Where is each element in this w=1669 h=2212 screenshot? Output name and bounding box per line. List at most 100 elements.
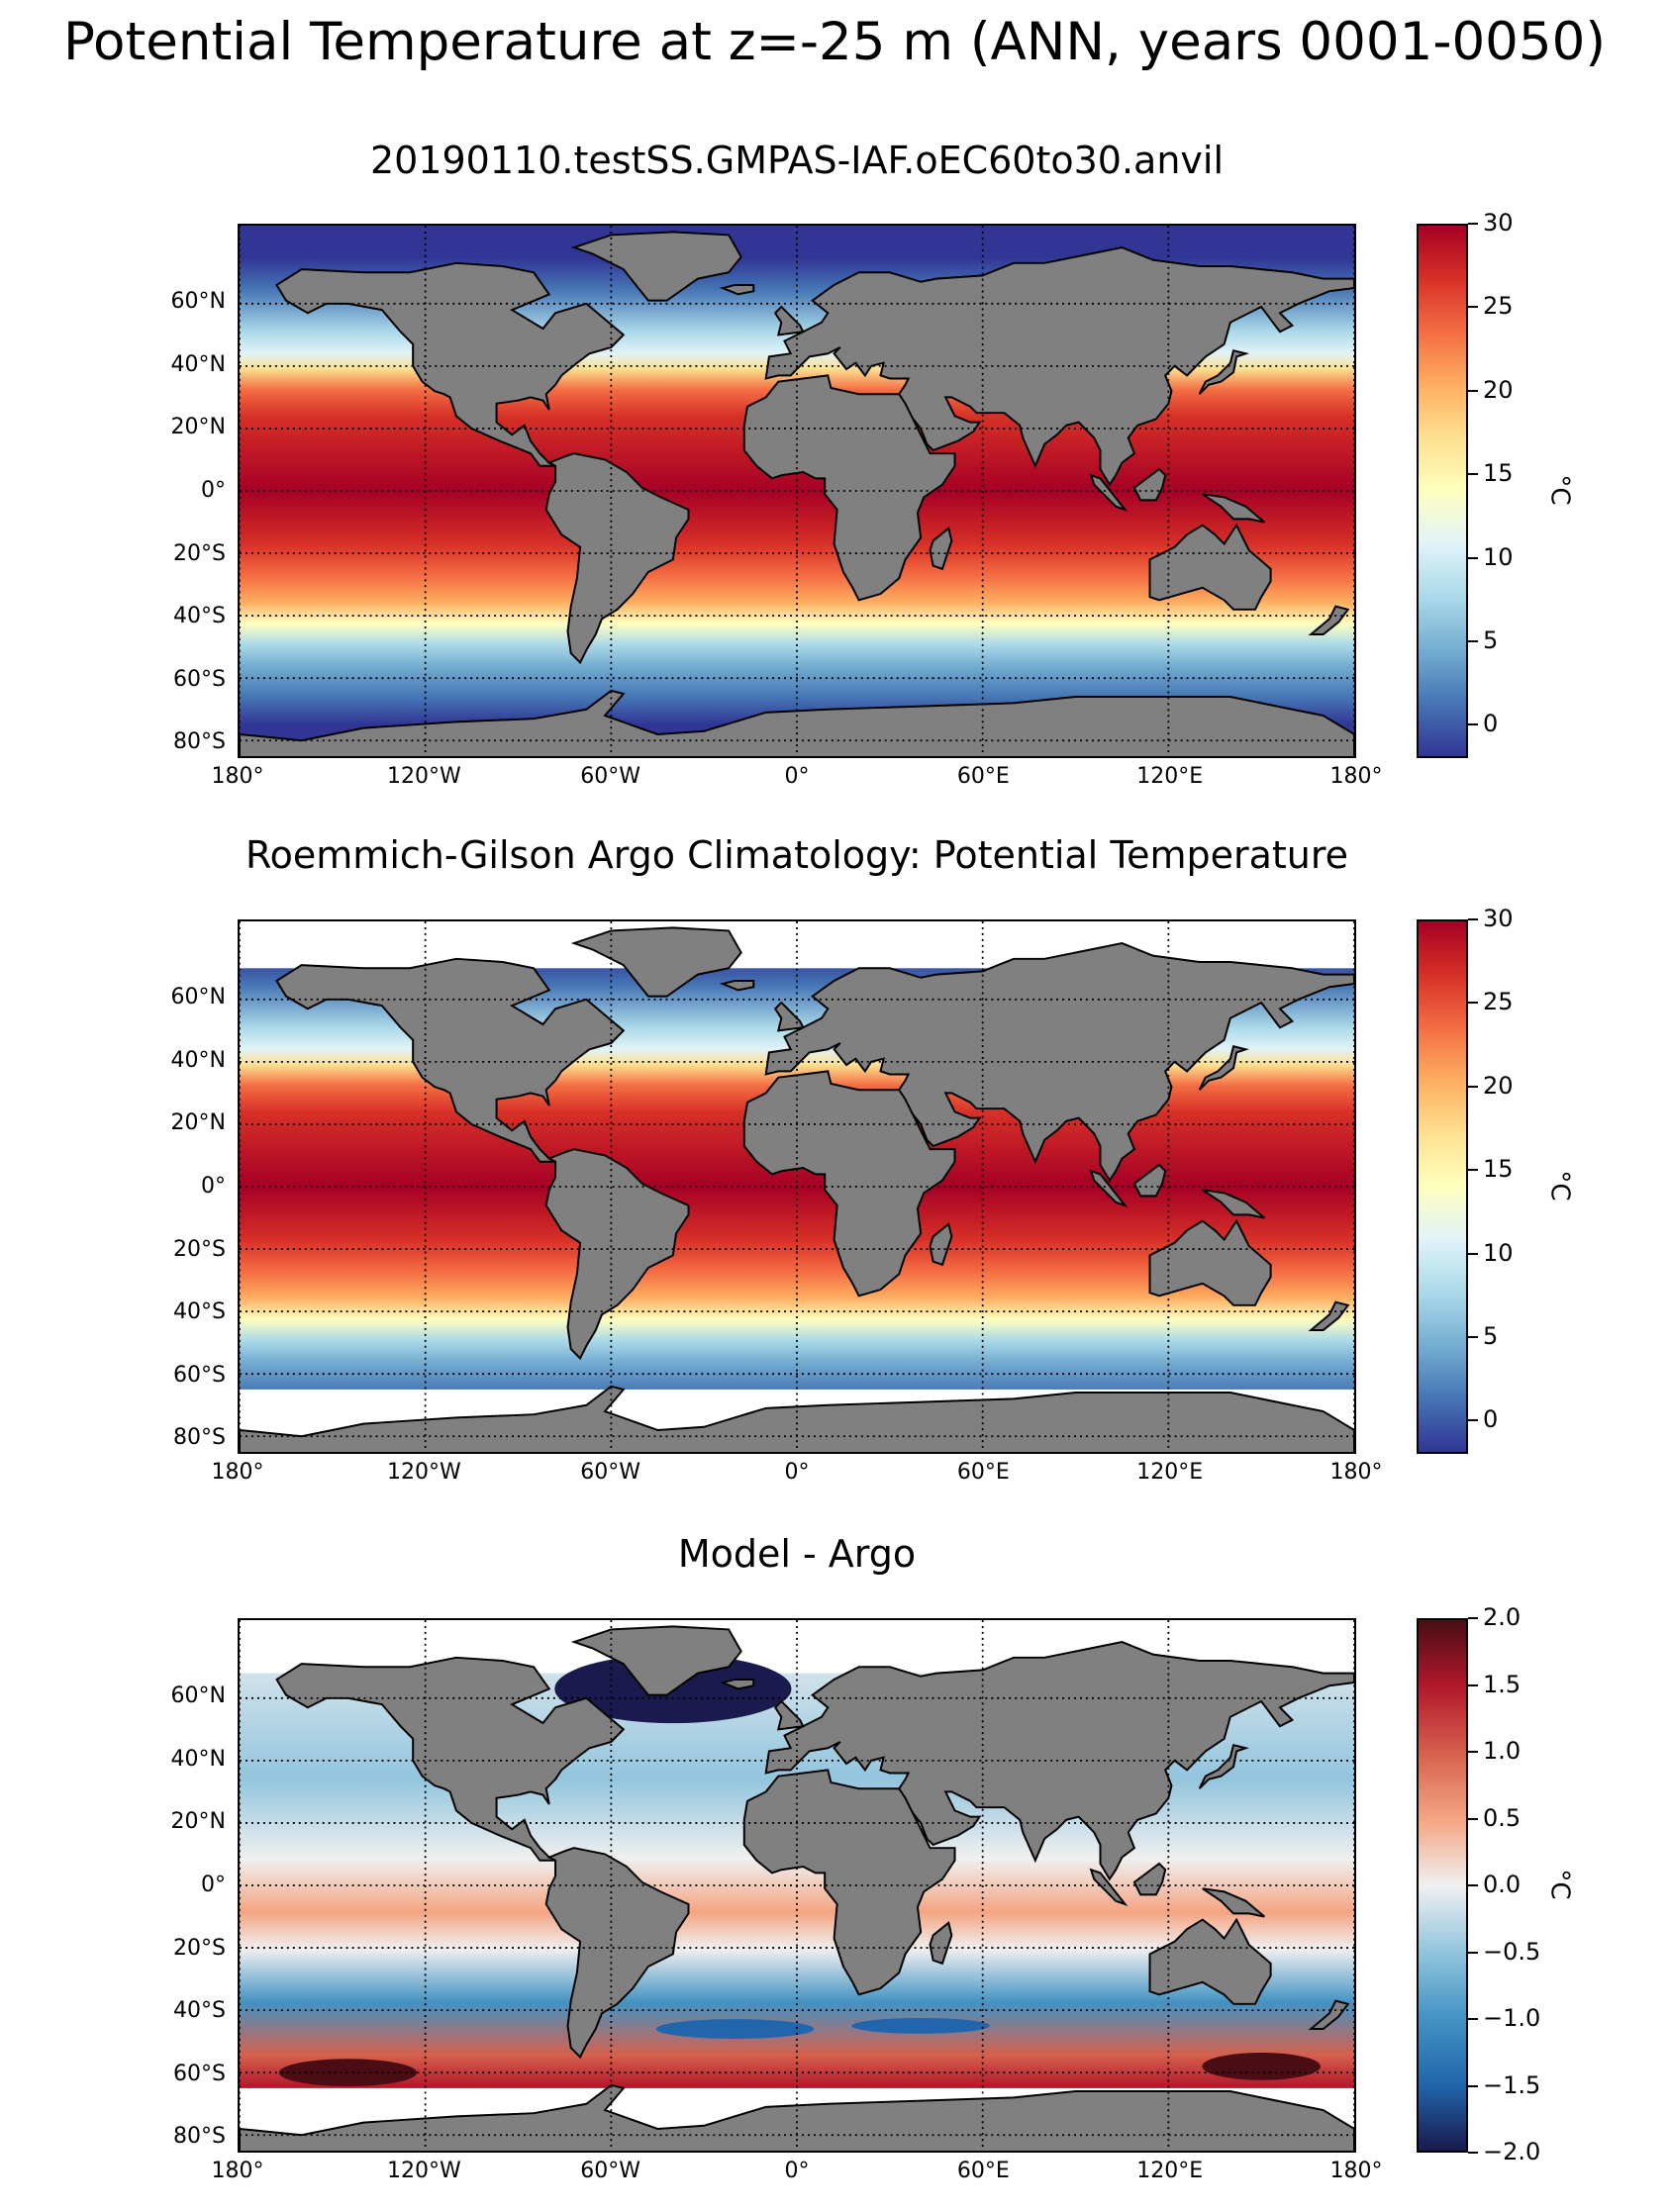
- y-tick-label: 40°S: [173, 604, 226, 629]
- colorbar-tick-label: 30: [1483, 209, 1514, 237]
- x-tick-label: 120°E: [1136, 2159, 1204, 2183]
- y-tick-label: 20°S: [173, 540, 226, 566]
- land-borneo: [1132, 467, 1167, 502]
- colorbar-tick-label: 5: [1483, 1321, 1499, 1350]
- x-tick-label: 120°W: [386, 1460, 461, 1485]
- x-tick-label: 180°: [211, 764, 264, 789]
- land-japan: [1198, 348, 1250, 395]
- land-british-isles: [773, 305, 805, 337]
- land-british-isles: [773, 1699, 805, 1731]
- colorbar-tick: [1468, 389, 1478, 392]
- colorbar-tick: [1468, 1252, 1478, 1255]
- panel-2-title: Roemmich-Gilson Argo Climatology: Potent…: [245, 833, 1349, 877]
- colorbar-tick: [1468, 473, 1478, 476]
- colorbar-tick: [1468, 1335, 1478, 1338]
- colorbar-tick: [1468, 2084, 1478, 2087]
- land-madagascar: [929, 1921, 953, 1966]
- x-tick-label: 180°: [1329, 1460, 1383, 1485]
- land-eurasia: [764, 1641, 1354, 1881]
- land-madagascar: [929, 527, 953, 571]
- colorbar-tick: [1468, 1751, 1478, 1753]
- land-eurasia: [764, 942, 1354, 1183]
- land-eurasia: [764, 246, 1354, 487]
- land-new-guinea: [1202, 1189, 1265, 1219]
- land-north-america: [275, 1656, 626, 1862]
- x-tick-label: 120°E: [1136, 764, 1204, 789]
- colorbar-tick-label: 0: [1483, 710, 1499, 738]
- colorbar-tick-label: 1.0: [1483, 1737, 1522, 1765]
- y-tick-label: 80°S: [173, 729, 226, 755]
- x-tick-label: 120°E: [1136, 1460, 1204, 1485]
- land-sumatra: [1089, 1868, 1129, 1906]
- colorbar-tick: [1468, 723, 1478, 726]
- y-tick-label: 20°S: [173, 1236, 226, 1262]
- colorbar-tick-label: 25: [1483, 292, 1514, 321]
- land-iceland: [719, 1678, 755, 1690]
- model-temperature-map: [238, 224, 1356, 758]
- x-tick-label: 180°: [1329, 764, 1383, 789]
- colorbar-tick-label: 10: [1483, 1238, 1514, 1267]
- land-sumatra: [1089, 1169, 1129, 1207]
- x-tick-label: 60°W: [580, 2159, 641, 2183]
- land-british-isles: [773, 1001, 805, 1032]
- colorbar-tick: [1468, 1085, 1478, 1088]
- y-tick-label: 40°S: [173, 1998, 226, 2024]
- colorbar-tick: [1468, 306, 1478, 309]
- land-australia: [1148, 1917, 1272, 2005]
- y-tick-label: 60°N: [170, 289, 226, 315]
- x-tick-label: 0°: [784, 1460, 810, 1485]
- y-tick-label: 40°N: [170, 351, 226, 377]
- colorbar-tick-label: 5: [1483, 625, 1499, 654]
- colorbar-tick: [1468, 1683, 1478, 1686]
- land-iceland: [719, 283, 755, 296]
- colorbar-tick-label: 15: [1483, 1155, 1514, 1184]
- y-tick-label: 20°S: [173, 1935, 226, 1961]
- land-madagascar: [929, 1222, 953, 1267]
- land-sumatra: [1089, 473, 1129, 512]
- x-tick-label: 180°: [1329, 2159, 1383, 2183]
- graticule: [240, 226, 1354, 756]
- y-tick-label: 60°N: [170, 985, 226, 1010]
- colorbar-tick-label: 10: [1483, 542, 1514, 571]
- y-tick-label: 0°: [201, 1873, 226, 1897]
- colorbar-tick-label: −1.5: [1483, 2070, 1541, 2099]
- y-tick-label: 40°N: [170, 1746, 226, 1772]
- argo-temperature-colorbar: [1417, 919, 1468, 1454]
- colorbar-tick: [1468, 1884, 1478, 1886]
- land-new-zealand: [1308, 605, 1350, 636]
- y-tick-label: 0°: [201, 478, 226, 503]
- colorbar-tick-label: −2.0: [1483, 2138, 1541, 2165]
- colorbar-tick: [1468, 1951, 1478, 1954]
- panel-1-title: 20190110.testSS.GMPAS-IAF.oEC60to30.anvi…: [369, 139, 1225, 182]
- colorbar-tick: [1468, 639, 1478, 642]
- x-tick-label: 180°: [211, 2159, 264, 2183]
- land-australia: [1148, 1218, 1272, 1306]
- y-tick-label: 80°S: [173, 1425, 226, 1451]
- colorbar-tick: [1468, 556, 1478, 559]
- land-australia: [1148, 523, 1272, 611]
- colorbar-tick-label: 30: [1483, 905, 1514, 932]
- x-tick-label: 60°W: [580, 1460, 641, 1485]
- colorbar-tick: [1468, 2152, 1478, 2154]
- y-tick-label: 20°N: [170, 1809, 226, 1835]
- x-tick-label: 60°E: [956, 1460, 1010, 1485]
- land-iceland: [719, 979, 755, 992]
- cold-bias-south-indian: [851, 2017, 990, 2034]
- y-tick-label: 40°N: [170, 1047, 226, 1073]
- x-tick-label: 0°: [784, 2159, 810, 2183]
- land-new-guinea: [1202, 1887, 1265, 1918]
- x-tick-label: 180°: [211, 1460, 264, 1485]
- colorbar-tick-label: −0.5: [1483, 1937, 1541, 1966]
- x-tick-label: 60°W: [580, 764, 641, 789]
- argo-temperature-map: [238, 919, 1356, 1454]
- land-new-guinea: [1202, 493, 1265, 524]
- colorbar-tick: [1468, 1817, 1478, 1820]
- y-tick-label: 60°S: [173, 1362, 226, 1388]
- colorbar-unit-label: °C: [1544, 1170, 1575, 1202]
- land-greenland: [570, 926, 742, 998]
- colorbar-unit-label: °C: [1544, 1869, 1575, 1900]
- land-japan: [1198, 1743, 1250, 1789]
- colorbar-tick-label: 2.0: [1483, 1603, 1522, 1631]
- panel-3-title: Model - Argo: [677, 1532, 917, 1576]
- y-tick-label: 60°N: [170, 1683, 226, 1709]
